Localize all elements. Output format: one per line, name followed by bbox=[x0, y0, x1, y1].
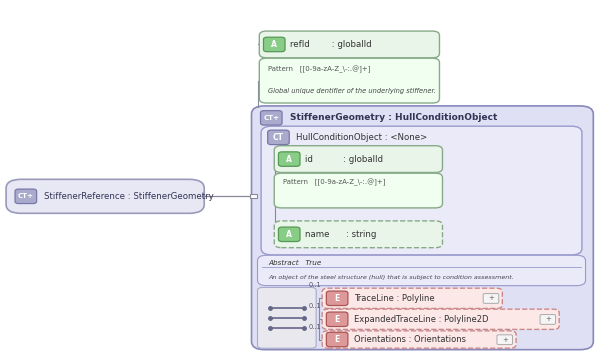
Text: 0..1: 0..1 bbox=[308, 303, 321, 309]
Bar bbox=[250, 194, 257, 199]
Text: Abstract   True: Abstract True bbox=[268, 260, 322, 266]
Text: Orientations : Orientations: Orientations : Orientations bbox=[354, 335, 466, 344]
FancyBboxPatch shape bbox=[322, 331, 516, 348]
FancyBboxPatch shape bbox=[497, 335, 512, 344]
Text: A: A bbox=[286, 230, 292, 239]
FancyBboxPatch shape bbox=[326, 332, 348, 347]
Text: E: E bbox=[334, 294, 340, 303]
FancyBboxPatch shape bbox=[326, 312, 348, 326]
FancyBboxPatch shape bbox=[257, 255, 586, 286]
Text: +: + bbox=[545, 317, 551, 322]
Text: E: E bbox=[334, 335, 340, 344]
Text: id           : globalId: id : globalId bbox=[305, 155, 383, 164]
FancyBboxPatch shape bbox=[326, 291, 348, 306]
FancyBboxPatch shape bbox=[540, 315, 556, 324]
Text: HullConditionObject : <None>: HullConditionObject : <None> bbox=[296, 133, 428, 142]
FancyBboxPatch shape bbox=[15, 189, 37, 204]
Text: CT+: CT+ bbox=[18, 193, 34, 199]
Text: Global unique dentifier of the underlying stiffener.: Global unique dentifier of the underlyin… bbox=[268, 88, 436, 94]
FancyBboxPatch shape bbox=[6, 179, 204, 213]
FancyBboxPatch shape bbox=[259, 31, 439, 58]
Text: E: E bbox=[334, 315, 340, 324]
FancyBboxPatch shape bbox=[274, 173, 442, 208]
Text: An object of the steel structure (hull) that is subject to condition assessment.: An object of the steel structure (hull) … bbox=[268, 275, 514, 280]
FancyBboxPatch shape bbox=[322, 288, 502, 309]
Text: Pattern   [[0-9a-zA-Z_\-:.@]+]: Pattern [[0-9a-zA-Z_\-:.@]+] bbox=[268, 66, 371, 73]
Text: A: A bbox=[271, 40, 277, 49]
FancyBboxPatch shape bbox=[263, 37, 285, 52]
Text: StiffenerReference : StiffenerGeometry: StiffenerReference : StiffenerGeometry bbox=[44, 192, 214, 201]
FancyBboxPatch shape bbox=[483, 294, 499, 303]
FancyBboxPatch shape bbox=[268, 130, 289, 144]
Text: CT+: CT+ bbox=[263, 115, 279, 121]
Text: +: + bbox=[502, 337, 508, 343]
Text: CT: CT bbox=[273, 133, 284, 142]
FancyBboxPatch shape bbox=[260, 111, 282, 125]
FancyBboxPatch shape bbox=[259, 58, 439, 103]
Text: 0..1: 0..1 bbox=[308, 282, 321, 288]
Text: ExpandedTraceLine : Polyline2D: ExpandedTraceLine : Polyline2D bbox=[354, 315, 488, 324]
FancyBboxPatch shape bbox=[278, 227, 300, 241]
Text: StiffenerGeometry : HullConditionObject: StiffenerGeometry : HullConditionObject bbox=[290, 113, 498, 122]
Text: A: A bbox=[286, 155, 292, 164]
FancyBboxPatch shape bbox=[274, 221, 442, 248]
FancyBboxPatch shape bbox=[261, 126, 582, 255]
Text: Pattern   [[0-9a-zA-Z_\-:.@]+]: Pattern [[0-9a-zA-Z_\-:.@]+] bbox=[283, 179, 386, 186]
Text: name      : string: name : string bbox=[305, 230, 376, 239]
FancyBboxPatch shape bbox=[257, 287, 316, 348]
FancyBboxPatch shape bbox=[322, 309, 559, 329]
FancyBboxPatch shape bbox=[278, 152, 300, 166]
Text: 0..1: 0..1 bbox=[308, 325, 321, 330]
FancyBboxPatch shape bbox=[274, 146, 442, 172]
FancyBboxPatch shape bbox=[251, 106, 593, 350]
Text: TraceLine : Polyline: TraceLine : Polyline bbox=[354, 294, 434, 303]
Text: +: + bbox=[488, 295, 494, 302]
Text: refId        : globalId: refId : globalId bbox=[290, 40, 371, 49]
